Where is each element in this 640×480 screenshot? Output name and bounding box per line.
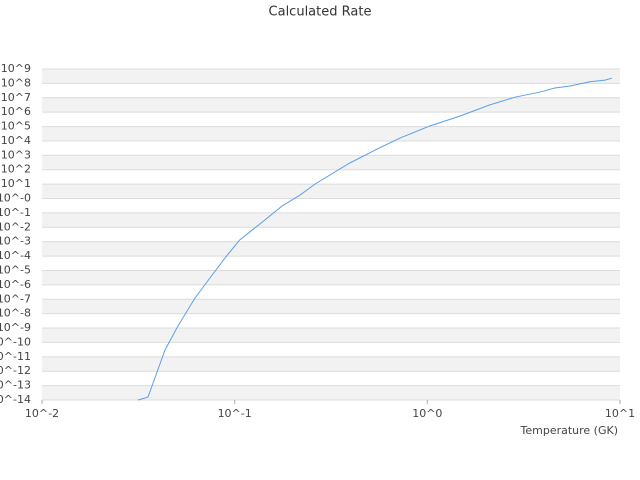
y-tick-label: 10^6 [1, 105, 31, 118]
y-tick-label: 10^-13 [0, 379, 31, 392]
grid-band [42, 126, 620, 141]
y-tick-label: 10^-6 [0, 278, 31, 291]
grid-band [42, 328, 620, 343]
x-tick-label: 10^-1 [218, 407, 252, 420]
y-tick-label: 10^-2 [0, 220, 31, 233]
y-tick-label: 10^-14 [0, 393, 31, 406]
y-tick-label: 10^1 [1, 177, 31, 190]
y-tick-label: 10^-5 [0, 263, 31, 276]
y-tick-label: 10^5 [1, 120, 31, 133]
grid-band [42, 356, 620, 372]
grid-band [42, 212, 620, 228]
y-tick-label: 10^-12 [0, 364, 31, 377]
grid-band [42, 241, 620, 257]
x-tick-label: 10^-2 [25, 407, 59, 420]
grid-band [42, 69, 620, 84]
y-tick-label: 10^-11 [0, 350, 31, 363]
grid-band [42, 97, 620, 113]
y-tick-label: 10^8 [1, 76, 31, 89]
y-tick-label: 10^-10 [0, 335, 31, 348]
y-tick-label: 10^-1 [0, 206, 31, 219]
y-tick-label: 10^9 [1, 62, 31, 75]
y-tick-label: 10^-4 [0, 249, 31, 262]
chart-title: Calculated Rate [269, 5, 372, 20]
grid-band [42, 155, 620, 170]
y-tick-label: 10^-7 [0, 292, 31, 305]
grid-band [42, 299, 620, 314]
data-line [137, 77, 613, 401]
y-tick-label: 10^2 [1, 163, 31, 176]
y-tick-label: 10^-3 [0, 235, 31, 248]
x-tick-label: 10^0 [412, 407, 442, 420]
y-tick-label: 10^4 [1, 134, 31, 147]
grid-band [42, 270, 620, 285]
y-tick-label: 10^3 [1, 148, 31, 161]
grid-band [42, 184, 620, 199]
x-tick-label: 10^1 [605, 407, 635, 420]
x-axis-label: Temperature (GK) [520, 424, 619, 437]
y-tick-label: 10^-0 [0, 192, 31, 205]
y-tick-label: 10^-8 [0, 307, 31, 320]
grid-band [42, 385, 620, 400]
y-tick-label: 10^-9 [0, 321, 31, 334]
y-tick-label: 10^7 [1, 91, 31, 104]
